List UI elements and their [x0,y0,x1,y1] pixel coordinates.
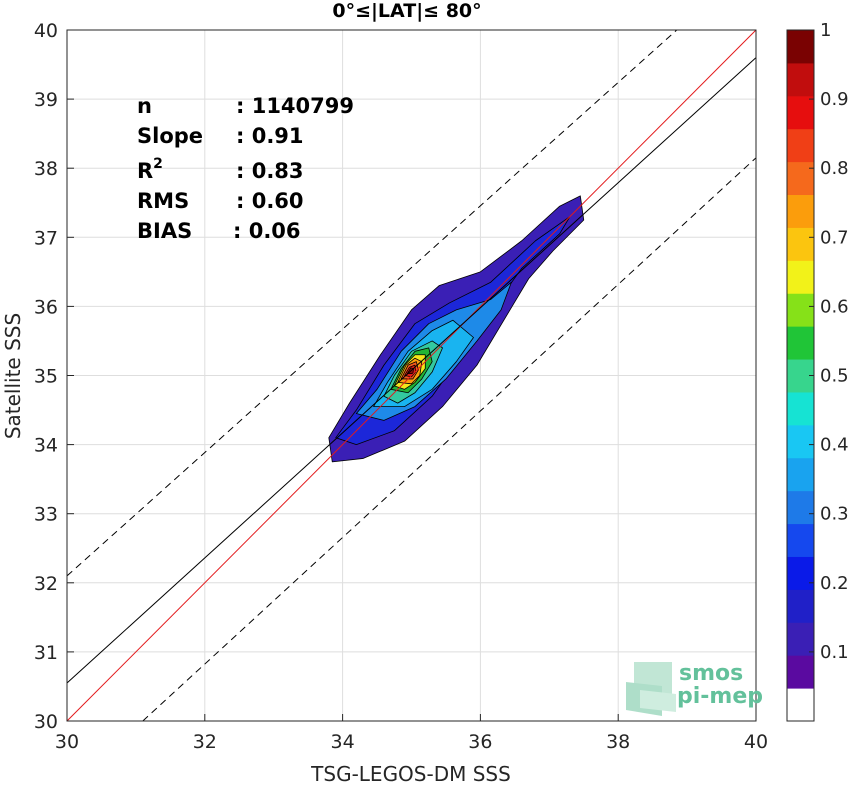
x-tick-label: 36 [468,731,492,753]
grid [66,29,757,722]
y-tick-label: 33 [34,504,58,526]
x-tick-label: 34 [331,731,355,753]
logo-mark [626,662,676,716]
identity-line [66,29,757,722]
upper-bound-dashed-line [66,29,678,577]
y-axis-ticks: 30 31 32 33 34 35 36 37 38 39 40 [34,20,74,733]
colorbar-tick-label: 0.1 [820,642,849,663]
colorbar-tick-label: 0.8 [820,158,849,179]
colorbar-band [787,62,814,97]
colorbar-band [787,128,814,163]
stat-bias-value: : 0.06 [233,219,301,243]
colorbar-tick-label: 0.2 [820,573,849,594]
colorbar-band [787,30,814,64]
x-tick-label: 38 [606,731,630,753]
stat-r2-value: : 0.83 [236,159,304,183]
chart-title: 0°≤|LAT|≤ 80° [332,0,481,22]
regression-line [66,57,757,684]
x-tick-label: 30 [55,731,79,753]
colorbar-band [787,589,814,623]
colorbar-band [787,490,814,525]
y-tick-label: 32 [34,573,58,595]
colorbar: 0.1 0.2 0.3 0.4 0.5 0.6 0.7 0.8 0.9 1 [786,20,849,722]
plot-area: 30 32 34 36 38 40 30 31 32 33 34 35 36 37 38 39 40 [34,20,768,753]
x-tick-label: 32 [193,731,217,753]
stat-r2-letter: R [137,159,153,183]
x-tick-label: 40 [744,731,768,753]
colorbar-bands [787,30,814,722]
y-axis-label: Satellite SSS [1,313,25,439]
y-tick-label: 40 [34,20,58,42]
lower-bound-dashed-line [142,157,757,722]
colorbar-band [787,293,814,327]
y-tick-label: 34 [34,435,58,457]
colorbar-tick-label: 0.6 [820,296,849,317]
y-tick-label: 37 [34,227,58,249]
reference-lines [66,29,757,722]
stat-rms-label: RMS [137,189,189,213]
colorbar-band [787,326,814,360]
colorbar-band [787,391,814,426]
logo-text-pimep: pi-mep [677,684,763,709]
colorbar-band [787,457,814,492]
stat-n-value: : 1140799 [236,94,354,118]
colorbar-band [787,260,814,294]
y-tick-label: 30 [34,711,58,733]
y-tick-label: 35 [34,366,58,388]
y-tick-label: 31 [34,642,58,664]
colorbar-tick-label: 0.7 [820,227,849,248]
colorbar-band [787,227,814,261]
colorbar-band [787,556,814,590]
y-tick-label: 39 [34,89,58,111]
stats-box: n : 1140799 Slope : 0.91 R2 : 0.83 RMS :… [137,94,354,243]
y-tick-label: 38 [34,158,58,180]
colorbar-band [787,655,814,689]
stat-r2-label: R2 [137,156,163,183]
colorbar-tick-label: 0.3 [820,504,849,525]
logo-text-smos: smos [679,661,743,686]
smos-pimep-logo: smos pi-mep [626,661,763,716]
colorbar-tick-label: 0.9 [820,89,849,110]
colorbar-tick-label: 1 [820,20,831,41]
colorbar-band [787,424,814,459]
colorbar-band [787,523,814,557]
x-axis-ticks: 30 32 34 36 38 40 [55,714,768,753]
colorbar-band [787,688,814,722]
stat-rms-value: : 0.60 [236,189,304,213]
x-axis-label: TSG-LEGOS-DM SSS [310,762,511,784]
stat-r2-superscript: 2 [153,156,163,172]
colorbar-band [787,161,814,196]
stat-n-label: n [137,94,152,118]
colorbar-ticks: 0.1 0.2 0.3 0.4 0.5 0.6 0.7 0.8 0.9 1 [809,20,849,663]
y-tick-label: 36 [34,296,58,318]
colorbar-band [787,194,814,228]
stat-slope-label: Slope [137,124,203,148]
colorbar-tick-label: 0.5 [820,366,849,387]
colorbar-tick-label: 0.4 [820,435,849,456]
colorbar-band [787,622,814,656]
stat-bias-label: BIAS [137,219,192,243]
colorbar-band [787,95,814,130]
stat-slope-value: : 0.91 [236,124,304,148]
